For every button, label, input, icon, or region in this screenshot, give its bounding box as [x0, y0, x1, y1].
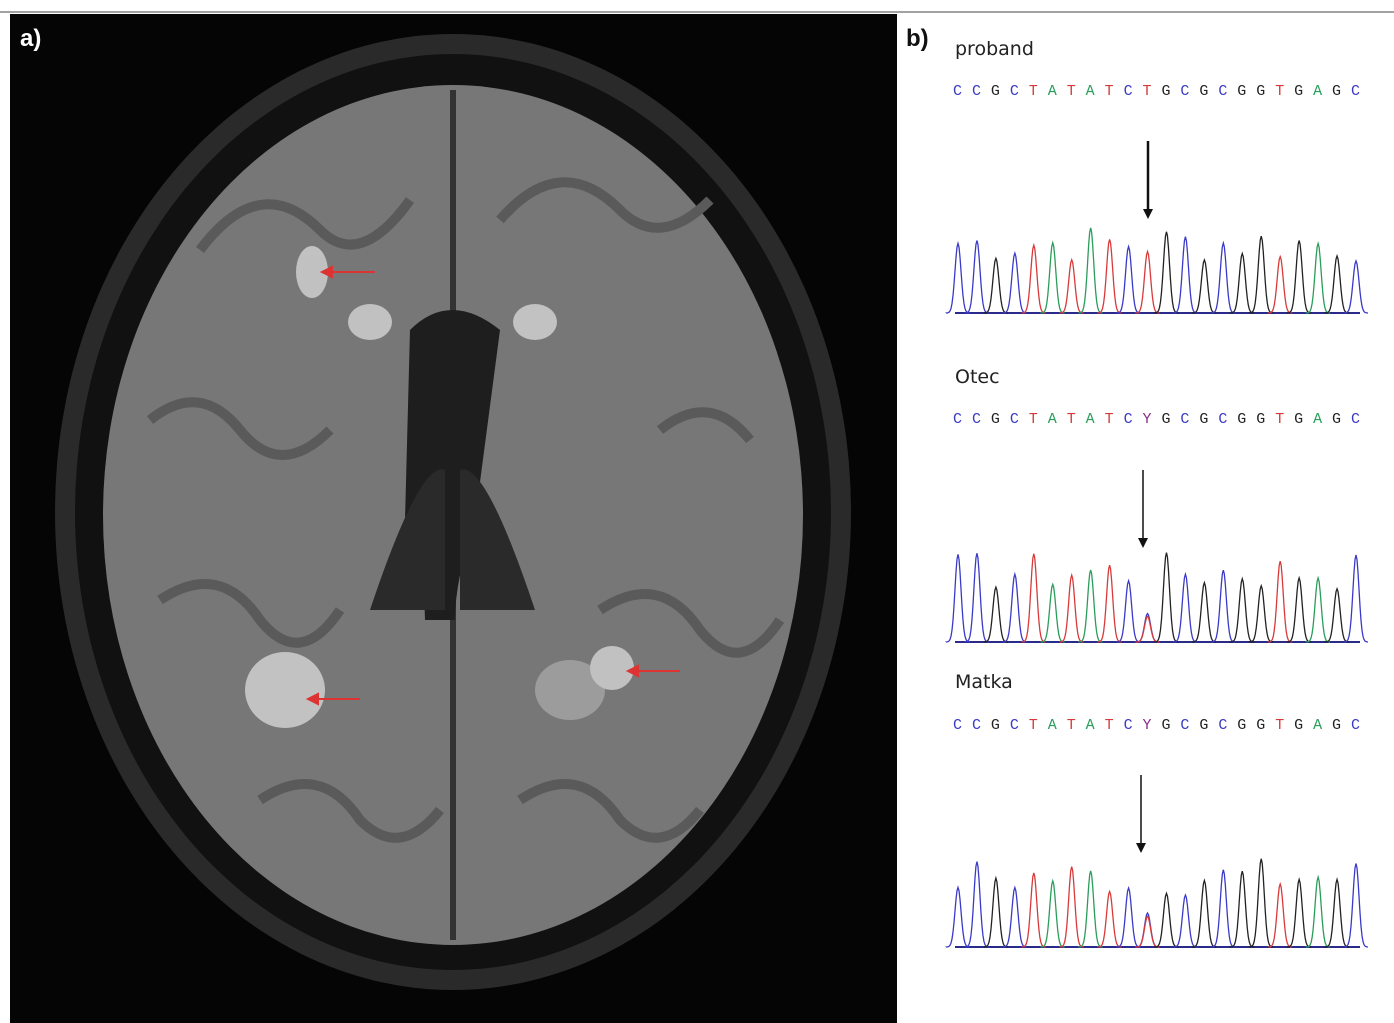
peak: [1040, 582, 1065, 643]
peak: [1305, 575, 1331, 643]
peak: [1267, 254, 1293, 314]
peak: [1134, 249, 1160, 314]
panel-label: b): [906, 25, 929, 52]
peak: [1021, 242, 1046, 314]
peak: [1059, 866, 1084, 948]
sample-name: proband: [955, 38, 1034, 60]
peak: [983, 875, 1008, 948]
peak: [1267, 560, 1293, 643]
peak: [1210, 240, 1236, 314]
peak: [1134, 615, 1160, 643]
peak: [1324, 253, 1350, 314]
gyri: [146, 177, 785, 843]
sample-name: Matka: [955, 671, 1013, 693]
peak: [1059, 257, 1084, 314]
posterior-horns: [370, 469, 535, 610]
peak: [1343, 554, 1369, 643]
peak: [1210, 869, 1236, 948]
peak: [1191, 580, 1217, 643]
peak: [1286, 575, 1312, 643]
peak: [964, 553, 990, 643]
peak: [1115, 244, 1141, 314]
peak: [964, 861, 989, 948]
peak: [1343, 863, 1369, 948]
peak: [1248, 583, 1274, 643]
mri-panel: a): [10, 14, 897, 1023]
peak: [1229, 576, 1255, 643]
peak: [1153, 891, 1179, 948]
peak: [1305, 240, 1331, 314]
peak: [1191, 257, 1217, 314]
peak: [1021, 553, 1046, 643]
peak: [1229, 251, 1255, 314]
peak: [1134, 911, 1160, 948]
peak: [1343, 259, 1369, 314]
peak: [1324, 586, 1350, 643]
lesions: [245, 246, 634, 728]
arrowhead: [1138, 538, 1148, 548]
peak: [945, 885, 971, 948]
peak: [983, 585, 1008, 643]
sequencing-panel: b) proband C C G C T A T A T C T G C G C G G T G A G C Otec C C G C…: [906, 25, 1369, 948]
peak: [1078, 870, 1103, 948]
peak: [1096, 239, 1122, 314]
peak: [1078, 569, 1103, 643]
peak: [1210, 569, 1236, 643]
peak: [1040, 240, 1065, 314]
peak: [1096, 564, 1122, 643]
peak: [1002, 251, 1027, 314]
peak: [1134, 612, 1160, 643]
peak: [1172, 236, 1198, 314]
peak: [1078, 227, 1103, 314]
peak: [1096, 889, 1122, 948]
sample-name: Otec: [955, 366, 1000, 388]
peak: [1172, 571, 1198, 643]
peak: [1115, 885, 1141, 948]
peak: [1267, 881, 1293, 948]
red-arrows: [305, 265, 680, 706]
peak: [1286, 877, 1312, 948]
peak: [964, 240, 989, 314]
peak: [1248, 235, 1274, 314]
peak: [1229, 870, 1255, 948]
peak: [1305, 874, 1331, 948]
peak: [1115, 578, 1141, 643]
peak: [983, 256, 1008, 314]
peak: [1059, 572, 1084, 643]
peak: [1324, 876, 1350, 948]
peak: [1286, 240, 1312, 314]
peak: [1248, 858, 1274, 948]
peak: [1134, 915, 1160, 948]
peak: [1153, 552, 1179, 643]
peak: [1040, 878, 1065, 948]
arrowhead: [1136, 843, 1146, 853]
panel-label: a): [20, 25, 41, 52]
peak: [1002, 571, 1027, 643]
peak: [1172, 893, 1198, 948]
peak: [1002, 885, 1027, 948]
peak: [1021, 872, 1046, 948]
peak: [945, 240, 971, 314]
peak: [1191, 878, 1217, 948]
arrowhead: [1143, 209, 1153, 219]
peak: [1153, 231, 1179, 314]
peak: [945, 554, 971, 643]
